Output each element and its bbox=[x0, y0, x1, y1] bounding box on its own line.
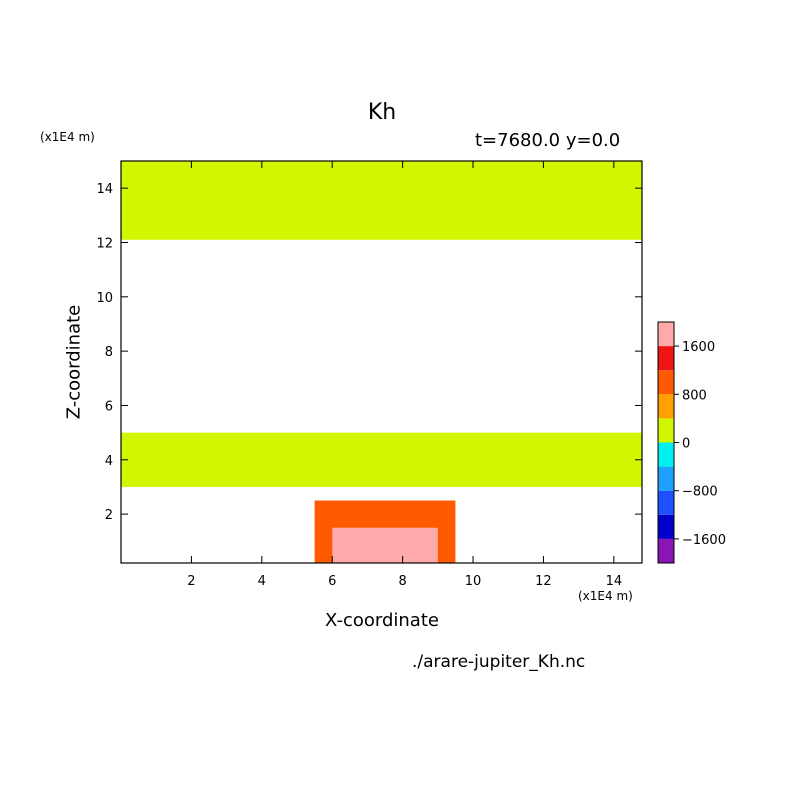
y-axis-unit: (x1E4 m) bbox=[40, 130, 95, 144]
x-tick-label: 14 bbox=[606, 574, 623, 589]
x-tick-label: 4 bbox=[258, 574, 266, 589]
colorbar: 1600 800 0 −800 −1600 bbox=[657, 321, 726, 564]
colorbar-band bbox=[658, 370, 674, 395]
colorbar-tick-label: 1600 bbox=[682, 340, 715, 355]
colorbar-tick-label: 0 bbox=[682, 437, 690, 452]
source-file-label: ./arare-jupiter_Kh.nc bbox=[412, 652, 586, 672]
colorbar-tick-label: −1600 bbox=[682, 533, 726, 548]
colorbar-band bbox=[658, 490, 674, 515]
y-tick-label: 12 bbox=[96, 236, 113, 251]
colorbar-tick-label: −800 bbox=[682, 485, 718, 500]
x-axis-label: X-coordinate bbox=[325, 610, 439, 631]
colorbar-band bbox=[658, 322, 674, 347]
y-tick-label: 10 bbox=[96, 291, 113, 306]
contour-field bbox=[121, 161, 642, 563]
chart-subtitle: t=7680.0 y=0.0 bbox=[475, 130, 621, 151]
x-tick-label: 12 bbox=[535, 574, 552, 589]
y-tick-label: 2 bbox=[105, 508, 113, 523]
x-axis-unit: (x1E4 m) bbox=[578, 589, 633, 603]
colorbar-tick-label: 800 bbox=[682, 388, 707, 403]
colorbar-band bbox=[658, 466, 674, 491]
contour-region bbox=[121, 161, 642, 240]
y-tick-label: 4 bbox=[105, 454, 113, 469]
colorbar-band bbox=[658, 418, 674, 443]
axes: 2 4 6 8 10 12 14 2 4 6 8 10 12 14 bbox=[96, 161, 642, 589]
x-tick-label: 2 bbox=[187, 574, 195, 589]
chart-title: Kh bbox=[367, 100, 397, 125]
colorbar-band bbox=[658, 394, 674, 419]
y-tick-label: 14 bbox=[96, 182, 113, 197]
x-tick-label: 10 bbox=[465, 574, 482, 589]
plot-frame bbox=[120, 160, 643, 564]
contour-region bbox=[332, 527, 438, 563]
x-tick-label: 8 bbox=[398, 574, 406, 589]
x-tick-label: 6 bbox=[328, 574, 336, 589]
y-tick-label: 6 bbox=[105, 399, 113, 414]
y-tick-label: 8 bbox=[105, 345, 113, 360]
contour-region bbox=[121, 432, 642, 487]
colorbar-band bbox=[658, 346, 674, 371]
colorbar-band bbox=[658, 538, 674, 563]
colorbar-band bbox=[658, 442, 674, 467]
colorbar-band bbox=[658, 514, 674, 539]
